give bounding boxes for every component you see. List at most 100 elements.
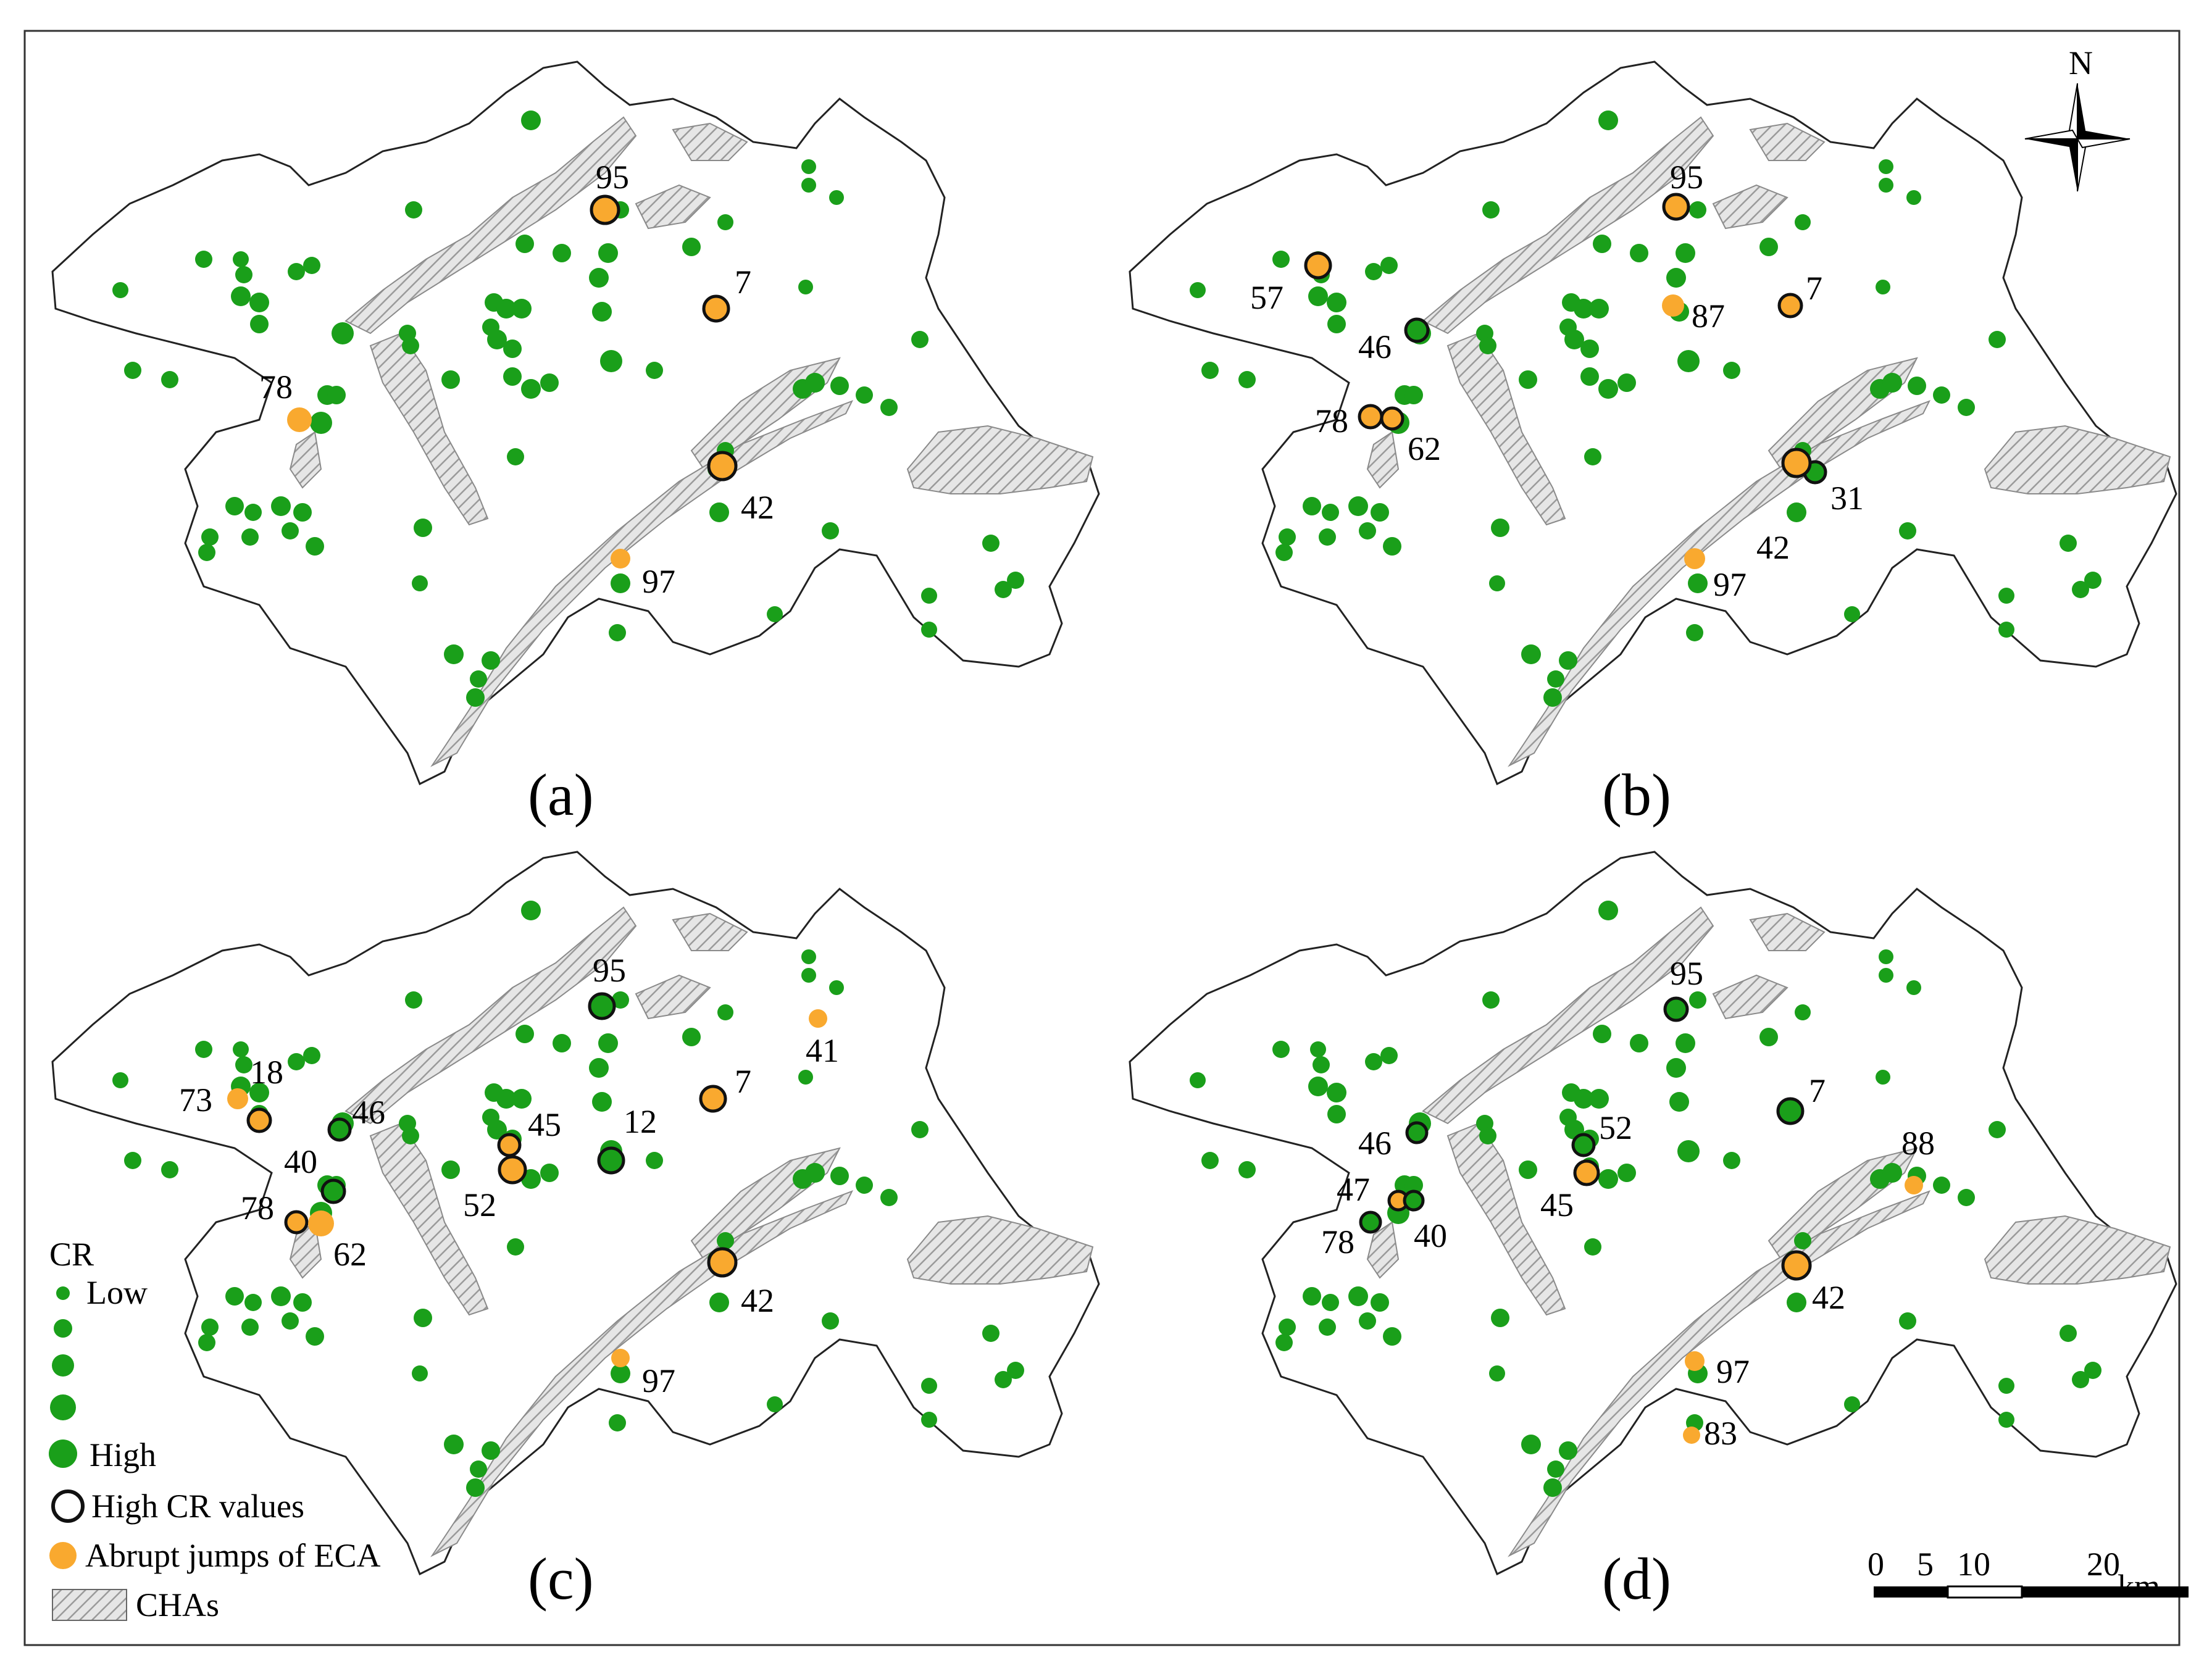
site-marker [1306, 253, 1330, 278]
site-marker [1382, 408, 1403, 429]
site-label: 97 [1713, 566, 1747, 603]
legend-cha-symbol [52, 1589, 127, 1621]
site-marker [1685, 1351, 1705, 1371]
legend-jump-symbol [49, 1542, 77, 1569]
site-marker [1683, 1427, 1700, 1444]
site-label: 88 [1901, 1125, 1935, 1162]
site-label: 95 [596, 159, 629, 196]
site-label: 97 [642, 563, 675, 600]
site-marker [1389, 1191, 1408, 1210]
site-marker [1905, 1176, 1923, 1194]
site-label: 47 [1337, 1171, 1370, 1208]
site-label: 12 [624, 1103, 657, 1140]
legend: CR Low High High CR values Abrupt jumps … [49, 1236, 381, 1623]
panel-label: (c) [528, 1546, 594, 1612]
site-label: 62 [1408, 430, 1441, 467]
site-label: 41 [806, 1032, 839, 1069]
panel-d: 95 7 52 46 88 45 47 78 40 42 97 83 (d) [1129, 851, 2177, 1612]
legend-size-symbol [50, 1394, 76, 1420]
site-marker [1662, 294, 1684, 317]
site-marker [590, 994, 614, 1019]
site-label: 46 [1358, 1125, 1392, 1162]
scale-tick: 10 [1957, 1546, 1990, 1583]
site-label: 40 [284, 1143, 317, 1180]
legend-size-symbol [54, 1319, 72, 1338]
scale-tick: 5 [1917, 1546, 1934, 1583]
legend-title: CR [49, 1236, 94, 1273]
site-marker [1778, 1099, 1803, 1123]
site-marker [499, 1135, 520, 1156]
site-marker [1664, 194, 1688, 219]
panel-b: 95 57 87 7 46 78 62 31 42 97 (b) [1129, 60, 2177, 828]
north-label: N [2069, 44, 2093, 81]
site-marker [1779, 294, 1801, 317]
scale-tick: 20 [2087, 1546, 2120, 1583]
legend-low-label: Low [86, 1274, 148, 1311]
site-label: 31 [1830, 480, 1864, 517]
site-label: 46 [352, 1094, 385, 1131]
site-label: 78 [241, 1189, 274, 1227]
legend-low-symbol [56, 1286, 70, 1300]
site-marker [709, 1249, 736, 1276]
site-label: 18 [250, 1054, 283, 1091]
site-label: 42 [1812, 1279, 1845, 1316]
site-label: 73 [179, 1081, 212, 1119]
site-marker [287, 407, 312, 432]
site-marker [611, 1349, 630, 1367]
site-label: 95 [593, 952, 626, 989]
site-label: 46 [1358, 328, 1392, 365]
site-marker [1783, 449, 1810, 477]
scale-unit: km [2118, 1568, 2160, 1605]
site-label: 45 [1540, 1186, 1574, 1223]
site-label: 45 [528, 1106, 561, 1143]
site-label: 42 [741, 1282, 774, 1319]
site-marker [1361, 1212, 1380, 1232]
site-marker [1684, 548, 1705, 569]
site-label: 62 [333, 1236, 367, 1273]
site-marker [611, 549, 630, 569]
site-label: 40 [1414, 1217, 1447, 1254]
site-label: 97 [1716, 1353, 1750, 1390]
site-marker [1406, 319, 1428, 341]
site-label: 83 [1704, 1415, 1737, 1452]
site-label: 7 [1809, 1072, 1826, 1109]
legend-high-label: High [90, 1436, 156, 1473]
site-label: 52 [463, 1186, 496, 1223]
site-label: 42 [1756, 529, 1790, 566]
site-marker [701, 1086, 725, 1111]
site-label: 7 [1806, 270, 1822, 307]
site-label: 78 [1321, 1223, 1354, 1260]
site-marker [308, 1210, 334, 1236]
panel-c: 95 41 18 73 7 46 45 12 40 52 78 62 42 97… [51, 851, 1100, 1612]
panel-a: 95 7 78 42 97 (a) [51, 60, 1100, 828]
site-marker [1575, 1161, 1598, 1185]
site-label: 95 [1670, 159, 1703, 196]
site-label: 7 [735, 264, 751, 301]
site-label: 52 [1599, 1109, 1632, 1146]
site-marker [1573, 1135, 1594, 1156]
legend-ring-label: High CR values [91, 1488, 304, 1525]
legend-ring-symbol [51, 1489, 85, 1523]
scale-bar: 0 5 10 20 km [1868, 1546, 2189, 1605]
legend-high-symbol [49, 1439, 77, 1468]
site-marker [286, 1212, 307, 1233]
panel-label: (d) [1602, 1546, 1671, 1612]
legend-jump-label: Abrupt jumps of ECA [85, 1537, 381, 1574]
site-marker [709, 452, 736, 480]
site-marker [227, 1088, 248, 1109]
site-label: 42 [741, 489, 774, 526]
site-marker [248, 1109, 270, 1131]
legend-size-symbol [52, 1354, 74, 1377]
site-marker [809, 1009, 827, 1028]
site-marker [591, 196, 619, 223]
site-marker [1783, 1252, 1810, 1279]
site-label: 7 [735, 1063, 751, 1100]
site-marker [1359, 406, 1382, 428]
site-label: 78 [259, 369, 293, 406]
north-arrow-icon: N [2024, 44, 2131, 192]
site-marker [1407, 1123, 1427, 1143]
figure-frame [23, 30, 2181, 1646]
site-marker [329, 1119, 350, 1140]
site-marker [322, 1180, 344, 1202]
